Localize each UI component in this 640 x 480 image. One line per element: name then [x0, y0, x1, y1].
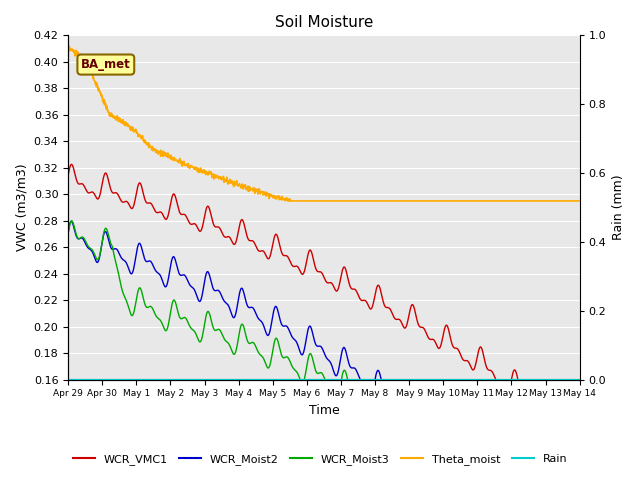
Y-axis label: Rain (mm): Rain (mm) [612, 175, 625, 240]
X-axis label: Time: Time [308, 404, 339, 417]
Legend: WCR_VMC1, WCR_Moist2, WCR_Moist3, Theta_moist, Rain: WCR_VMC1, WCR_Moist2, WCR_Moist3, Theta_… [68, 450, 572, 469]
Title: Soil Moisture: Soil Moisture [275, 15, 373, 30]
Y-axis label: VWC (m3/m3): VWC (m3/m3) [15, 164, 28, 252]
Text: BA_met: BA_met [81, 58, 131, 71]
